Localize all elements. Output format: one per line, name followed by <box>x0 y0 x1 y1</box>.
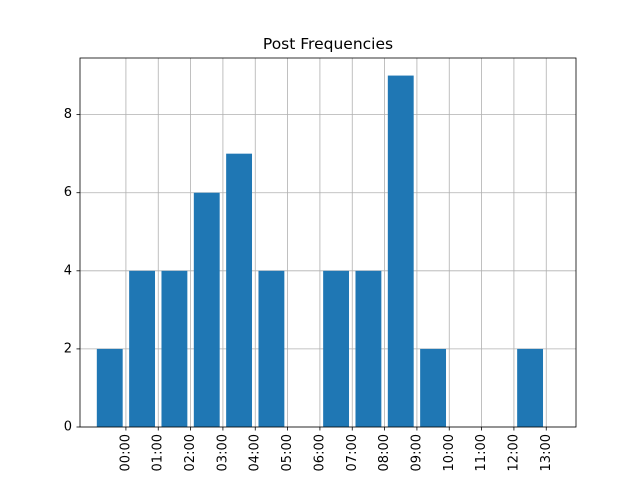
bars <box>96 75 544 428</box>
bar <box>226 153 253 427</box>
bar <box>517 348 544 427</box>
y-tick-label: 4 <box>64 263 72 278</box>
x-tick-label: 00:00 <box>118 434 133 471</box>
y-tick-label: 6 <box>64 185 72 200</box>
x-axis-ticks: 00:00 01:00 02:00 03:00 04:00 05:00 06:00 07:00… <box>118 427 554 471</box>
x-tick-label: 12:00 <box>506 434 521 471</box>
x-tick-label: 05:00 <box>280 434 295 471</box>
y-tick-label: 2 <box>64 341 72 356</box>
bar <box>129 270 156 427</box>
x-tick-label: 08:00 <box>377 434 392 471</box>
y-tick-label: 0 <box>64 420 72 435</box>
y-tick-label: 8 <box>64 107 72 122</box>
bar <box>323 270 350 427</box>
axes <box>79 57 577 428</box>
x-tick-label: 06:00 <box>312 434 327 471</box>
x-tick-label: 09:00 <box>409 434 424 471</box>
bar <box>355 270 382 427</box>
x-tick-label: 02:00 <box>183 434 198 471</box>
bar <box>193 192 220 427</box>
x-tick-label: 04:00 <box>248 434 263 471</box>
x-tick-label: 01:00 <box>151 434 166 471</box>
bar <box>420 348 447 427</box>
plot-frame <box>79 57 577 428</box>
bar <box>387 75 414 428</box>
x-tick-label: 11:00 <box>474 434 489 471</box>
bar <box>258 270 285 427</box>
bar <box>161 270 188 427</box>
y-axis-ticks: 0 2 4 6 8 <box>64 107 80 435</box>
chart-title: Post Frequencies <box>263 35 393 53</box>
x-tick-label: 07:00 <box>345 434 360 471</box>
x-tick-label: 10:00 <box>442 434 457 471</box>
bar <box>96 348 123 427</box>
x-tick-label: 13:00 <box>539 434 554 471</box>
x-tick-label: 03:00 <box>215 434 230 471</box>
